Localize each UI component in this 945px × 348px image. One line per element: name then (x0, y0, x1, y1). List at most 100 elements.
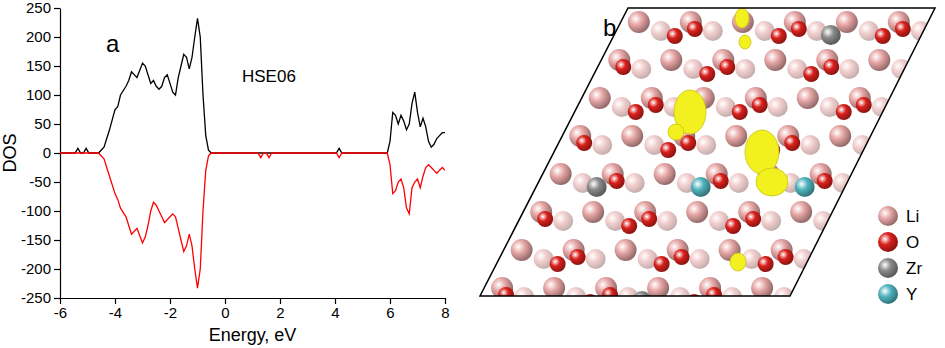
atom (823, 59, 839, 75)
atom (696, 135, 716, 155)
tick-mark (54, 37, 60, 38)
tick: 2 (276, 298, 284, 321)
tick-label: -50 (29, 173, 51, 190)
tick: -250 (21, 289, 60, 306)
tick-mark (54, 8, 60, 9)
atom (570, 249, 586, 265)
atom (764, 49, 786, 71)
atom (732, 104, 748, 120)
atom (829, 218, 845, 234)
x-axis: -6-4-202468 (54, 298, 450, 321)
atom (868, 142, 884, 158)
tick-label: 150 (26, 57, 51, 74)
atom (690, 249, 710, 269)
tick: 0 (43, 144, 60, 161)
atom (886, 101, 906, 121)
atom (778, 249, 794, 265)
tick-label: -2 (164, 304, 177, 321)
atom (722, 287, 742, 307)
atom (657, 211, 677, 231)
atom (498, 287, 514, 303)
atom (589, 87, 611, 109)
atom (771, 28, 787, 44)
tick-mark (54, 95, 60, 96)
atom (729, 173, 749, 193)
tick: -150 (21, 231, 60, 248)
atom (761, 211, 781, 231)
panel-label: b (603, 14, 616, 41)
legend-label: Zr (906, 259, 922, 278)
atom (511, 239, 533, 261)
tick: -6 (54, 298, 67, 321)
tick-label: -150 (21, 231, 51, 248)
atom (628, 104, 644, 120)
atom (686, 201, 708, 223)
atom (735, 59, 755, 79)
tick-mark (54, 153, 60, 154)
atom (829, 125, 851, 147)
tick-label: -4 (109, 304, 122, 321)
tick: -100 (21, 202, 60, 219)
structure-cell (491, 8, 931, 311)
tick-label: 4 (331, 304, 339, 321)
dos-curve (60, 18, 445, 153)
tick-label: 50 (34, 115, 51, 132)
atom (836, 104, 852, 120)
atom (582, 201, 604, 223)
atom (602, 287, 618, 303)
tick: -4 (109, 298, 122, 321)
atom (550, 256, 566, 272)
atom (618, 287, 638, 307)
tick: -200 (21, 260, 60, 277)
atom (609, 173, 625, 189)
atom (625, 173, 645, 193)
tick: 50 (34, 115, 60, 132)
x-axis-title: Energy, eV (209, 325, 297, 345)
atom (784, 135, 800, 151)
atom (713, 173, 729, 189)
legend-swatch (878, 258, 898, 278)
legend-swatch (878, 206, 898, 226)
atom (615, 239, 637, 261)
atom (875, 28, 891, 44)
tick-mark (54, 66, 60, 67)
atom (654, 256, 670, 272)
isosurface (745, 130, 779, 174)
atom (586, 249, 606, 269)
atom (774, 287, 794, 307)
tick-label: 8 (441, 304, 449, 321)
atom (797, 87, 819, 109)
tick: 150 (26, 57, 60, 74)
atom (628, 11, 650, 33)
tick: 100 (26, 86, 60, 103)
atom (839, 59, 859, 79)
atom (576, 135, 592, 151)
tick-label: 6 (386, 304, 394, 321)
legend-swatch (878, 284, 898, 304)
y-axis: -250 -200 -150 -100 -50 0 50 100 150 200 250 (21, 0, 61, 306)
tick-label: 250 (26, 0, 51, 16)
atom (566, 287, 586, 307)
atom (674, 249, 690, 265)
atom (790, 201, 812, 223)
legend-label: Y (906, 285, 917, 304)
atom (836, 11, 858, 33)
atom (868, 49, 890, 71)
tick: 200 (26, 28, 60, 45)
legend-background (872, 198, 938, 304)
atom (856, 97, 872, 113)
atom (621, 125, 643, 147)
atom (758, 256, 774, 272)
tick: 250 (26, 0, 60, 16)
cell-frame (480, 8, 935, 296)
atom (680, 135, 696, 151)
dos-curve (60, 153, 445, 288)
isosurface (730, 253, 746, 271)
atom (550, 163, 572, 185)
tick: 4 (331, 298, 339, 321)
atom (800, 135, 820, 155)
atom (687, 21, 703, 37)
tick-label: -200 (21, 260, 51, 277)
atom (615, 59, 631, 75)
atom (745, 211, 761, 227)
